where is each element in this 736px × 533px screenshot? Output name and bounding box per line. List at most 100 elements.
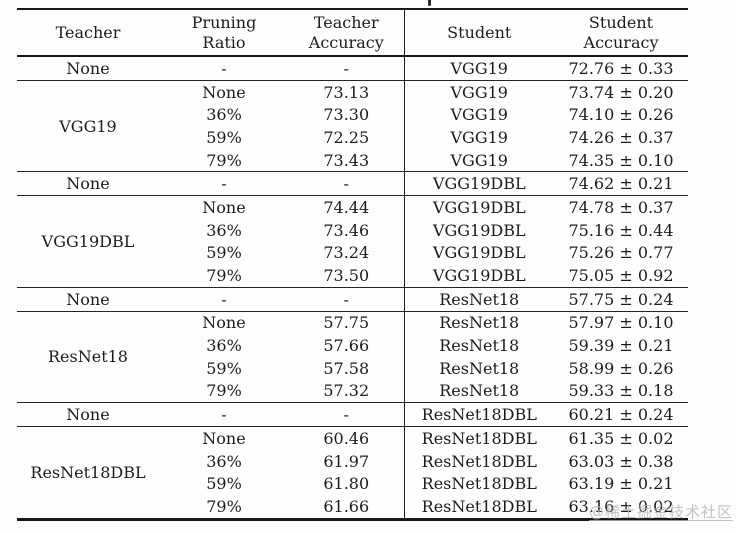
teacher-group-cell: ResNet18DBL xyxy=(30,462,146,482)
group-row: 79% 73.50 VGG19DBL 75.05 ± 0.92 xyxy=(17,264,688,288)
group-row: 36% 73.30 VGG19 74.10 ± 0.26 xyxy=(17,103,688,127)
student-cell: ResNet18 xyxy=(403,379,554,403)
teacher-acc-cell: 73.46 xyxy=(323,220,370,240)
student-acc-cell: 74.35 ± 0.10 xyxy=(568,150,674,170)
student-acc-cell: 75.16 ± 0.44 xyxy=(568,220,674,240)
baseline-row: None - - VGG19DBL 74.62 ± 0.21 xyxy=(17,171,688,196)
group-row: VGG19 None 73.13 VGG19 73.74 ± 0.20 xyxy=(17,80,688,136)
teacher-group-cell: ResNet18 xyxy=(48,347,128,367)
header-student-acc-line2: Accuracy xyxy=(583,32,659,52)
pruning-cell: 79% xyxy=(206,496,242,516)
student-cell: VGG19 xyxy=(403,80,554,104)
header-teacher-label: Teacher xyxy=(55,22,121,42)
student-cell: VGG19DBL xyxy=(403,241,554,265)
teacher-acc-cell: 57.66 xyxy=(323,336,370,356)
group-row: VGG19DBL None 74.44 VGG19DBL 74.78 ± 0.37 xyxy=(17,195,688,251)
pruning-cell: 79% xyxy=(206,150,242,170)
student-acc-cell: 74.78 ± 0.37 xyxy=(568,197,674,217)
header-row: Teacher Pruning Ratio Teacher Accuracy S… xyxy=(17,9,688,56)
group-row: ResNet18DBL None 60.46 ResNet18DBL 61.35 ± 0… xyxy=(17,426,688,482)
student-acc-cell: 63.03 ± 0.38 xyxy=(568,451,674,471)
baseline-row: None - - ResNet18DBL 60.21 ± 0.24 xyxy=(17,402,688,427)
student-cell: VGG19DBL xyxy=(403,195,554,219)
student-cell: ResNet18DBL xyxy=(403,472,554,496)
teacher-acc-cell: 72.25 xyxy=(323,127,370,147)
student-acc-cell: 63.19 ± 0.21 xyxy=(568,474,674,494)
pruning-cell: 36% xyxy=(206,336,242,356)
teacher-acc-cell: 73.43 xyxy=(323,150,370,170)
student-acc-cell: 59.39 ± 0.21 xyxy=(568,336,674,356)
table-header: Teacher Pruning Ratio Teacher Accuracy S… xyxy=(17,9,688,56)
teacher-acc-cell: 74.44 xyxy=(323,197,370,217)
group-row: 36% 73.46 VGG19DBL 75.16 ± 0.44 xyxy=(17,218,688,242)
group-row: ResNet18 None 57.75 ResNet18 57.97 ± 0.10 xyxy=(17,311,688,366)
teacher-acc-cell: - xyxy=(343,58,349,78)
header-pruning-ratio: Pruning Ratio xyxy=(159,9,289,56)
pruning-cell: - xyxy=(221,405,227,425)
student-acc-cell: 72.76 ± 0.33 xyxy=(568,58,674,78)
header-student-acc-line1: Student xyxy=(588,12,654,32)
group-row: 59% 73.24 VGG19DBL 75.26 ± 0.77 xyxy=(17,241,688,265)
teacher-acc-cell: 73.13 xyxy=(323,82,370,102)
pruning-cell: 59% xyxy=(206,243,242,263)
student-acc-cell: 74.62 ± 0.21 xyxy=(568,174,674,194)
group-row: 59% 61.80 ResNet18DBL 63.19 ± 0.21 xyxy=(17,472,688,496)
student-cell: ResNet18 xyxy=(403,287,554,312)
teacher-cell: None xyxy=(66,289,110,309)
pruning-cell: 36% xyxy=(206,220,242,240)
group-row: 79% 57.32 ResNet18 59.33 ± 0.18 xyxy=(17,379,688,403)
header-teacher-accuracy: Teacher Accuracy xyxy=(289,9,404,56)
student-acc-cell: 61.35 ± 0.02 xyxy=(568,428,674,448)
student-cell: ResNet18DBL xyxy=(403,449,554,473)
pruning-cell: 79% xyxy=(206,266,242,286)
teacher-acc-cell: 73.30 xyxy=(323,105,370,125)
student-acc-cell: 59.33 ± 0.18 xyxy=(568,381,674,401)
student-acc-cell: 58.99 ± 0.26 xyxy=(568,358,674,378)
pruning-cell: None xyxy=(202,428,246,448)
pruning-cell: - xyxy=(221,174,227,194)
pruning-cell: 36% xyxy=(206,105,242,125)
teacher-acc-cell: 73.50 xyxy=(323,266,370,286)
pruning-cell: 79% xyxy=(206,381,242,401)
teacher-acc-cell: - xyxy=(343,405,349,425)
student-cell: ResNet18 xyxy=(403,311,554,335)
pruning-cell: 59% xyxy=(206,474,242,494)
student-acc-cell: 60.21 ± 0.24 xyxy=(568,405,674,425)
teacher-acc-cell: 57.75 xyxy=(323,313,370,333)
student-acc-cell: 73.74 ± 0.20 xyxy=(568,82,674,102)
student-cell: VGG19 xyxy=(403,148,554,172)
teacher-group-cell: VGG19DBL xyxy=(41,232,135,251)
teacher-acc-cell: 61.80 xyxy=(323,474,370,494)
teacher-acc-cell: 61.66 xyxy=(323,496,370,516)
pruning-cell: 59% xyxy=(206,358,242,378)
student-cell: VGG19DBL xyxy=(403,264,554,288)
student-cell: VGG19 xyxy=(403,56,554,81)
student-acc-cell: 74.26 ± 0.37 xyxy=(568,127,674,147)
baseline-row: None - - VGG19 72.76 ± 0.33 xyxy=(17,56,688,81)
teacher-acc-cell: 61.97 xyxy=(323,451,370,471)
teacher-acc-cell: 60.46 xyxy=(323,428,370,448)
student-cell: ResNet18DBL xyxy=(403,495,554,520)
pruning-cell: 59% xyxy=(206,127,242,147)
student-cell: VGG19DBL xyxy=(403,171,554,196)
group-row: 36% 61.97 ResNet18DBL 63.03 ± 0.38 xyxy=(17,449,688,473)
header-teacher-acc-line1: Teacher xyxy=(313,12,379,32)
teacher-acc-cell: - xyxy=(343,289,349,309)
teacher-group-cell: VGG19 xyxy=(59,116,117,136)
student-acc-cell: 74.10 ± 0.26 xyxy=(568,105,674,125)
pruning-cell: None xyxy=(202,197,246,217)
pruning-cell: - xyxy=(221,289,227,309)
header-student-accuracy: Student Accuracy xyxy=(554,9,688,56)
header-teacher-acc-line2: Accuracy xyxy=(308,32,384,52)
group-row: 79% 73.43 VGG19 74.35 ± 0.10 xyxy=(17,148,688,172)
header-student: Student xyxy=(403,9,554,56)
pruning-cell: None xyxy=(202,313,246,333)
header-student-label: Student xyxy=(447,22,512,42)
student-cell: VGG19DBL xyxy=(403,218,554,242)
header-teacher: Teacher xyxy=(17,9,159,56)
student-acc-cell: 75.05 ± 0.92 xyxy=(568,266,674,286)
teacher-cell: None xyxy=(66,58,110,78)
student-acc-cell: 57.75 ± 0.24 xyxy=(568,289,674,309)
student-cell: ResNet18DBL xyxy=(403,426,554,450)
